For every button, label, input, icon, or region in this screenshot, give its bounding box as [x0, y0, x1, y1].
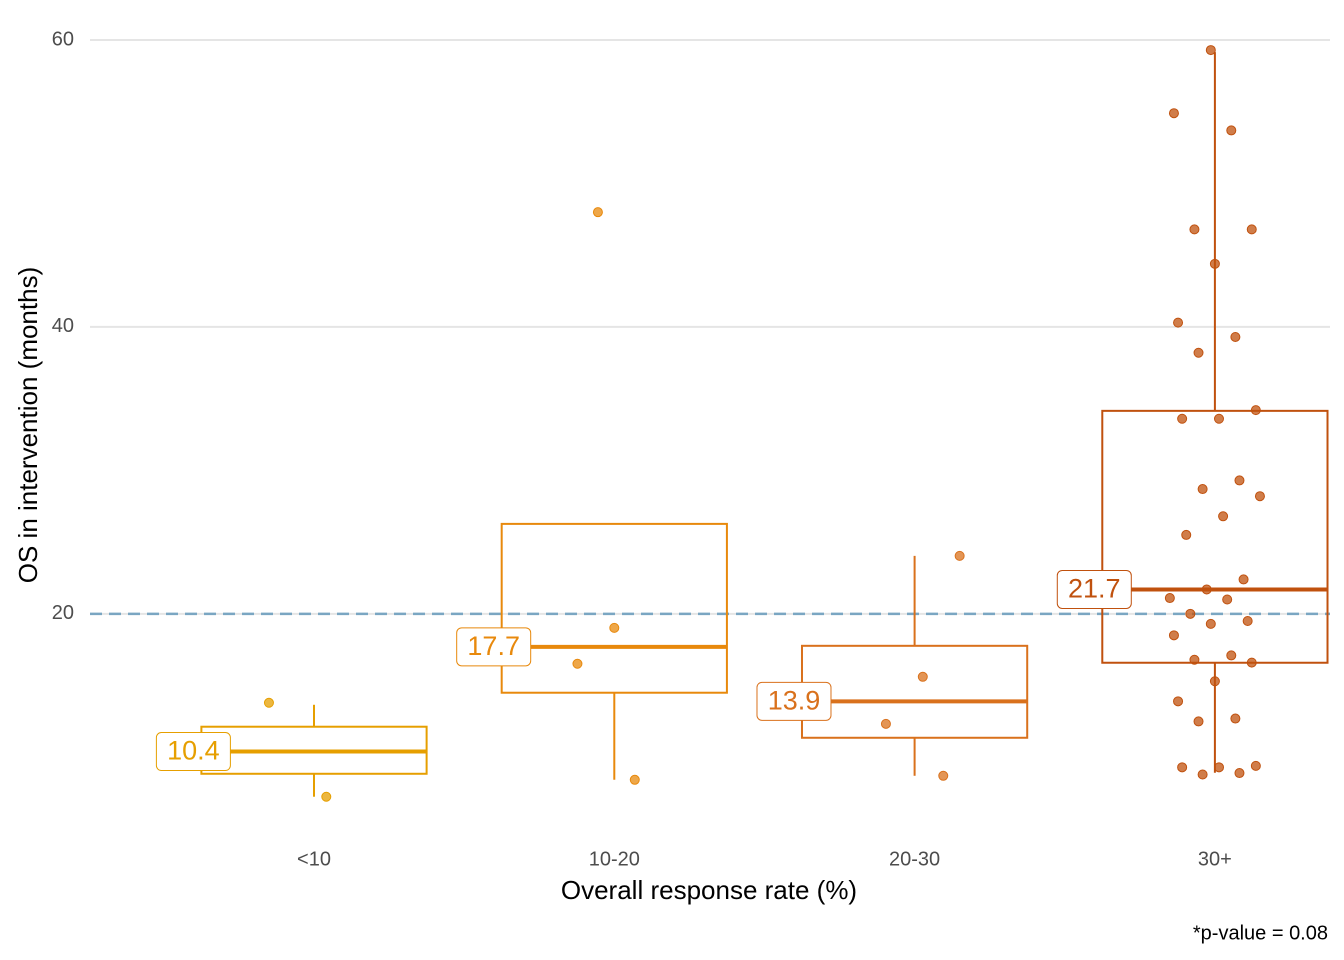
point	[1218, 511, 1229, 522]
point	[1181, 529, 1192, 540]
point	[1173, 696, 1184, 707]
point	[1205, 45, 1216, 56]
x-tick-label: <10	[297, 848, 331, 870]
point	[1226, 650, 1237, 661]
point	[1222, 594, 1233, 605]
point	[938, 770, 949, 781]
point	[1209, 258, 1220, 269]
point	[592, 207, 603, 218]
median-label: 21.7	[1068, 574, 1121, 604]
point	[1230, 331, 1241, 342]
point	[1230, 713, 1241, 724]
point	[1250, 405, 1261, 416]
median-label-box	[756, 681, 832, 721]
point	[263, 697, 274, 708]
point	[1234, 768, 1245, 779]
median-label: 17.7	[467, 631, 520, 661]
point	[1226, 125, 1237, 136]
median-label: 10.4	[167, 736, 220, 766]
point	[1177, 413, 1188, 424]
point	[629, 774, 640, 785]
median-label-box	[456, 627, 532, 667]
point	[1250, 760, 1261, 771]
point	[1189, 654, 1200, 665]
point	[321, 791, 332, 802]
point	[880, 718, 891, 729]
point	[1193, 347, 1204, 358]
point	[1177, 762, 1188, 773]
point	[1173, 317, 1184, 328]
point	[1201, 584, 1212, 595]
point	[609, 622, 620, 633]
box	[500, 522, 728, 694]
point	[1197, 769, 1208, 780]
point	[1234, 475, 1245, 486]
point	[1254, 491, 1265, 502]
point	[1205, 618, 1216, 629]
point	[917, 671, 928, 682]
point	[954, 550, 965, 561]
y-tick-label: 40	[52, 315, 74, 337]
point	[1246, 657, 1257, 668]
annotation: *p-value = 0.08	[1193, 922, 1328, 944]
x-axis-title: Overall response rate (%)	[561, 875, 857, 905]
y-axis-title: OS in intervention (months)	[13, 267, 43, 583]
box	[800, 644, 1029, 739]
point	[1164, 593, 1175, 604]
point	[1238, 574, 1249, 585]
y-tick-label: 60	[52, 28, 74, 50]
point	[1242, 616, 1253, 627]
point	[1185, 608, 1196, 619]
median-label-box	[1056, 569, 1132, 609]
point	[1197, 484, 1208, 495]
x-tick-label: 30+	[1198, 848, 1232, 870]
point	[1213, 413, 1224, 424]
point	[1209, 676, 1220, 687]
point	[1168, 630, 1179, 641]
y-tick-label: 20	[52, 602, 74, 624]
median-label-box	[155, 732, 231, 772]
x-tick-label: 20-30	[889, 848, 940, 870]
point	[1193, 716, 1204, 727]
point	[1189, 224, 1200, 235]
point	[1246, 224, 1257, 235]
box	[1101, 409, 1329, 664]
point	[1168, 108, 1179, 119]
x-tick-label: 10-20	[589, 848, 640, 870]
median-label: 13.9	[768, 685, 821, 715]
point	[1213, 762, 1224, 773]
point	[572, 658, 583, 669]
